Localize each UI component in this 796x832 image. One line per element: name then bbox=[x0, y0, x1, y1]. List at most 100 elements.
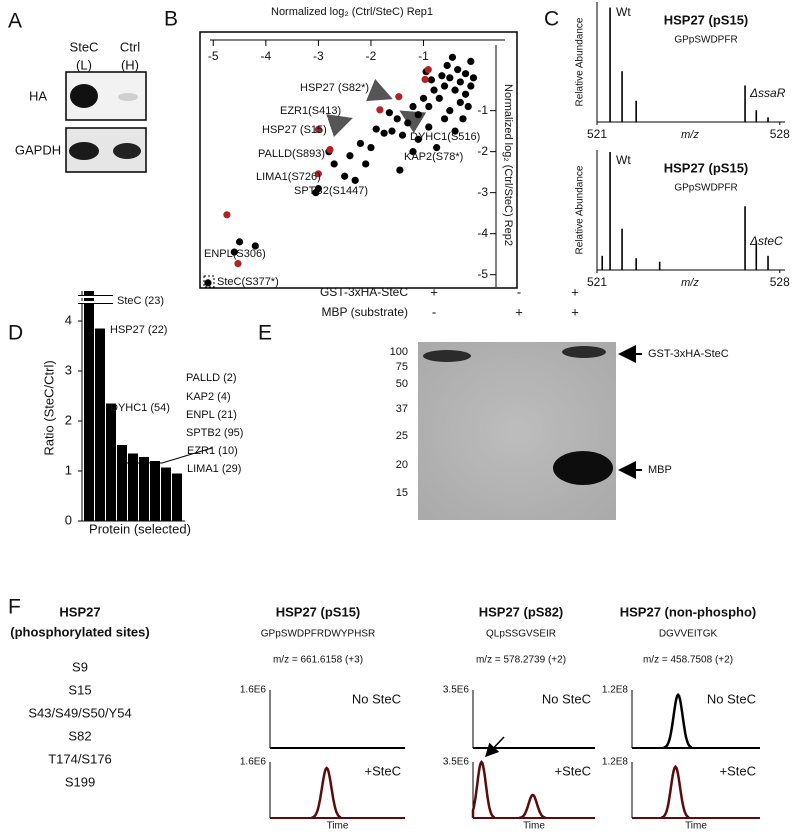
point-label: HSP27 (S82*) bbox=[300, 82, 369, 94]
point bbox=[362, 160, 370, 168]
site: S43/S49/S50/Y54 bbox=[28, 705, 131, 720]
point bbox=[234, 260, 242, 268]
sequence: DGVVEITGK bbox=[659, 629, 718, 640]
point bbox=[398, 131, 407, 139]
x-axis-title: Protein (selected) bbox=[89, 521, 191, 536]
y-tick-label: 2 bbox=[65, 412, 72, 427]
mz-label: m/z = 458.7508 (+2) bbox=[643, 655, 733, 666]
point-label: KAP2(S78*) bbox=[404, 151, 463, 163]
gel bbox=[418, 342, 616, 520]
point bbox=[376, 106, 384, 114]
marker-label: 15 bbox=[396, 487, 408, 499]
point-label: PALLD(S893) bbox=[258, 148, 325, 160]
y-tick-label: -3 bbox=[477, 185, 488, 199]
bar bbox=[150, 461, 160, 521]
peak-label: Wt bbox=[616, 153, 631, 167]
sign: - bbox=[517, 284, 521, 299]
point bbox=[461, 70, 470, 78]
y-tick-label: -4 bbox=[477, 226, 488, 240]
sequence: GPpSWDPFRDWYPHSR bbox=[261, 629, 375, 640]
x-axis-title: Time bbox=[327, 821, 349, 832]
point bbox=[414, 111, 422, 119]
condition-label: No SteC bbox=[352, 691, 401, 706]
x-axis-title: m/z bbox=[681, 129, 699, 141]
mz-label: m/z = 578.2739 (+2) bbox=[476, 655, 566, 666]
arrow bbox=[366, 78, 393, 102]
point bbox=[461, 90, 470, 98]
condition-label: No SteC bbox=[542, 691, 591, 706]
y-max-label: 1.6E6 bbox=[240, 757, 267, 768]
y-tick-label: 0 bbox=[65, 512, 72, 527]
x-tick-label: -3 bbox=[313, 49, 324, 63]
point bbox=[367, 143, 375, 152]
condition-label: +SteC bbox=[720, 763, 757, 778]
y-max-label: 3.5E6 bbox=[443, 757, 470, 768]
point bbox=[341, 172, 349, 180]
x-tick-label: 528 bbox=[770, 275, 790, 289]
marker-label: 75 bbox=[396, 361, 408, 373]
y-max-label: 3.5E6 bbox=[443, 685, 470, 696]
y-tick-label: 4 bbox=[65, 312, 72, 327]
panel-letter: E bbox=[258, 322, 272, 345]
point bbox=[312, 189, 320, 197]
site: T174/S176 bbox=[48, 751, 112, 766]
panel-letter: C bbox=[544, 8, 559, 31]
peak bbox=[518, 793, 546, 820]
point bbox=[351, 176, 359, 184]
x-axis-title: Time bbox=[685, 821, 707, 832]
point bbox=[451, 86, 459, 94]
point bbox=[372, 125, 380, 133]
point bbox=[230, 248, 238, 256]
bar-label: KAP2 (4) bbox=[186, 391, 231, 403]
point bbox=[409, 102, 417, 111]
point bbox=[223, 211, 231, 219]
peak-label: Wt bbox=[616, 5, 631, 19]
x-tick-label: 521 bbox=[587, 275, 607, 289]
point bbox=[469, 74, 478, 82]
condition-label: MBP (substrate) bbox=[322, 305, 408, 319]
point bbox=[448, 53, 457, 61]
point bbox=[395, 93, 403, 101]
peak bbox=[660, 764, 690, 819]
sign: - bbox=[432, 304, 436, 319]
y-max-label: 1.6E6 bbox=[240, 685, 267, 696]
point bbox=[330, 160, 338, 168]
site: S9 bbox=[72, 659, 88, 674]
sequence: GPpSWDPFR bbox=[674, 35, 737, 46]
y-axis-title: Relative Abundance bbox=[575, 165, 586, 254]
point bbox=[456, 98, 464, 107]
x-axis-title: m/z bbox=[681, 277, 699, 289]
condition-label: GST-3xHA-SteC bbox=[320, 285, 408, 299]
condition-label: No SteC bbox=[707, 691, 756, 706]
point-label: ENPL(S306) bbox=[204, 248, 266, 260]
x-tick-label: 528 bbox=[770, 127, 790, 141]
bar-label: EZR1 (10) bbox=[187, 445, 238, 457]
arrow bbox=[399, 110, 427, 134]
bar bbox=[172, 473, 182, 521]
panel-letter: B bbox=[164, 8, 178, 31]
highlight-box bbox=[203, 275, 215, 288]
arrow bbox=[326, 114, 353, 138]
bar bbox=[117, 445, 127, 521]
y-axis-title: Ratio (SteC/Ctrl) bbox=[41, 360, 56, 455]
chrom-title: HSP27 (non-phospho) bbox=[620, 604, 757, 619]
point bbox=[424, 66, 432, 74]
point bbox=[440, 82, 449, 90]
bar-label: ENPL (21) bbox=[186, 409, 237, 421]
marker-label: 100 bbox=[390, 346, 408, 358]
point bbox=[440, 115, 449, 123]
point bbox=[396, 166, 404, 174]
y-axis-title: Relative Abundance bbox=[575, 17, 586, 106]
point bbox=[385, 109, 393, 117]
point bbox=[430, 86, 438, 94]
point-label: LIMA1(S726) bbox=[256, 171, 321, 183]
point bbox=[380, 129, 388, 137]
point bbox=[464, 102, 472, 111]
bar bbox=[139, 457, 149, 521]
point bbox=[454, 66, 462, 74]
peak bbox=[311, 766, 342, 819]
chrom-title: HSP27 (pS82) bbox=[479, 604, 564, 619]
panel-letter: A bbox=[8, 10, 22, 33]
point bbox=[419, 94, 428, 102]
